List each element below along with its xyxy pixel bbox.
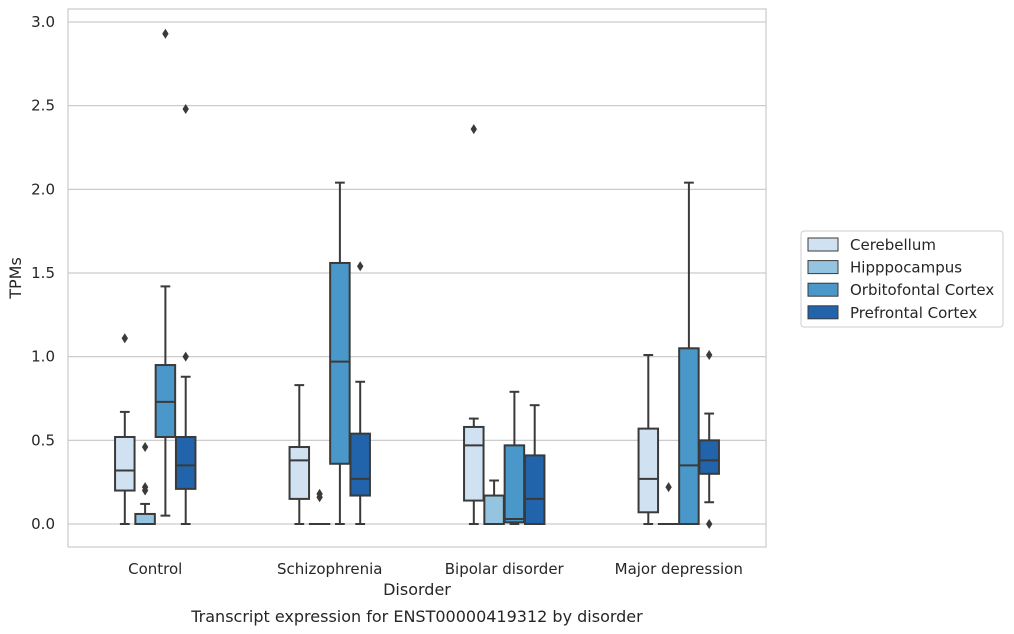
box-group [288,384,311,525]
box-group [114,333,136,525]
outlier-point [706,519,713,529]
box-group [349,261,371,525]
x-tick-label: Bipolar disorder [445,560,565,578]
box [288,446,311,500]
y-tick-label: 1.5 [31,264,55,282]
box [503,444,526,524]
x-axis-title: Disorder [383,580,451,599]
box [698,439,720,475]
box-group [483,479,505,526]
x-tick-labels: Control Schizophrenia Bipolar disorder Majo… [128,560,743,578]
legend-swatch [807,260,839,275]
box [523,454,546,526]
y-tick-label: 3.0 [31,13,55,31]
outlier-point [162,28,169,39]
outlier-point [706,349,713,360]
legend-frame [800,230,1004,328]
y-tick-label: 2.5 [31,97,55,115]
y-tick-labels: 0.0 0.5 1.0 1.5 2.0 2.5 3.0 [31,13,55,533]
box-group [503,390,526,525]
outlier-point [470,124,477,135]
box [678,347,700,525]
box-group [463,124,485,525]
box-group [698,349,720,529]
y-tick-label: 0.0 [31,515,55,533]
outlier-point [141,485,149,496]
legend: Cerebellum Hipppocampus Orbitofontal Corte… [800,230,1004,328]
y-axis-title: TPMs [6,257,25,300]
x-tick-label: Control [128,560,182,578]
outlier-point [121,333,128,344]
chart-caption: Transcript expression for ENST0000041931… [190,607,643,626]
outlier-point [141,442,149,453]
legend-swatch [807,237,839,252]
x-tick-label: Schizophrenia [277,560,382,578]
box-group [174,104,197,525]
box [483,494,505,526]
box-group [637,353,660,525]
y-tick-label: 1.0 [31,348,55,366]
box-group [308,488,331,526]
y-tick-label: 0.5 [31,431,55,449]
outlier-point [182,104,189,115]
outlier-point [665,482,672,493]
legend-swatch [807,305,839,320]
box-group [329,181,351,525]
box-group [657,482,680,526]
box [329,261,351,465]
legend-label: Orbitofontal Cortex [850,281,994,299]
outlier-point [316,492,323,503]
box [114,435,136,492]
y-tick-label: 2.0 [31,180,55,198]
gridlines [68,21,766,525]
box [134,512,156,526]
box [637,427,660,514]
legend-swatch [807,282,839,297]
box-group [678,181,700,525]
box [463,425,485,502]
box-group [134,442,156,526]
box [349,432,371,497]
outlier-point [357,261,364,272]
box [174,435,197,490]
legend-label: Cerebellum [850,236,936,254]
box-group [154,28,177,517]
legend-label: Prefrontal Cortex [850,304,977,322]
box-group [523,404,546,526]
x-tick-label: Major depression [615,560,743,578]
plot-frame [67,8,767,548]
legend-label: Hipppocampus [850,259,962,277]
outlier-point [182,351,189,362]
boxes [114,28,720,529]
